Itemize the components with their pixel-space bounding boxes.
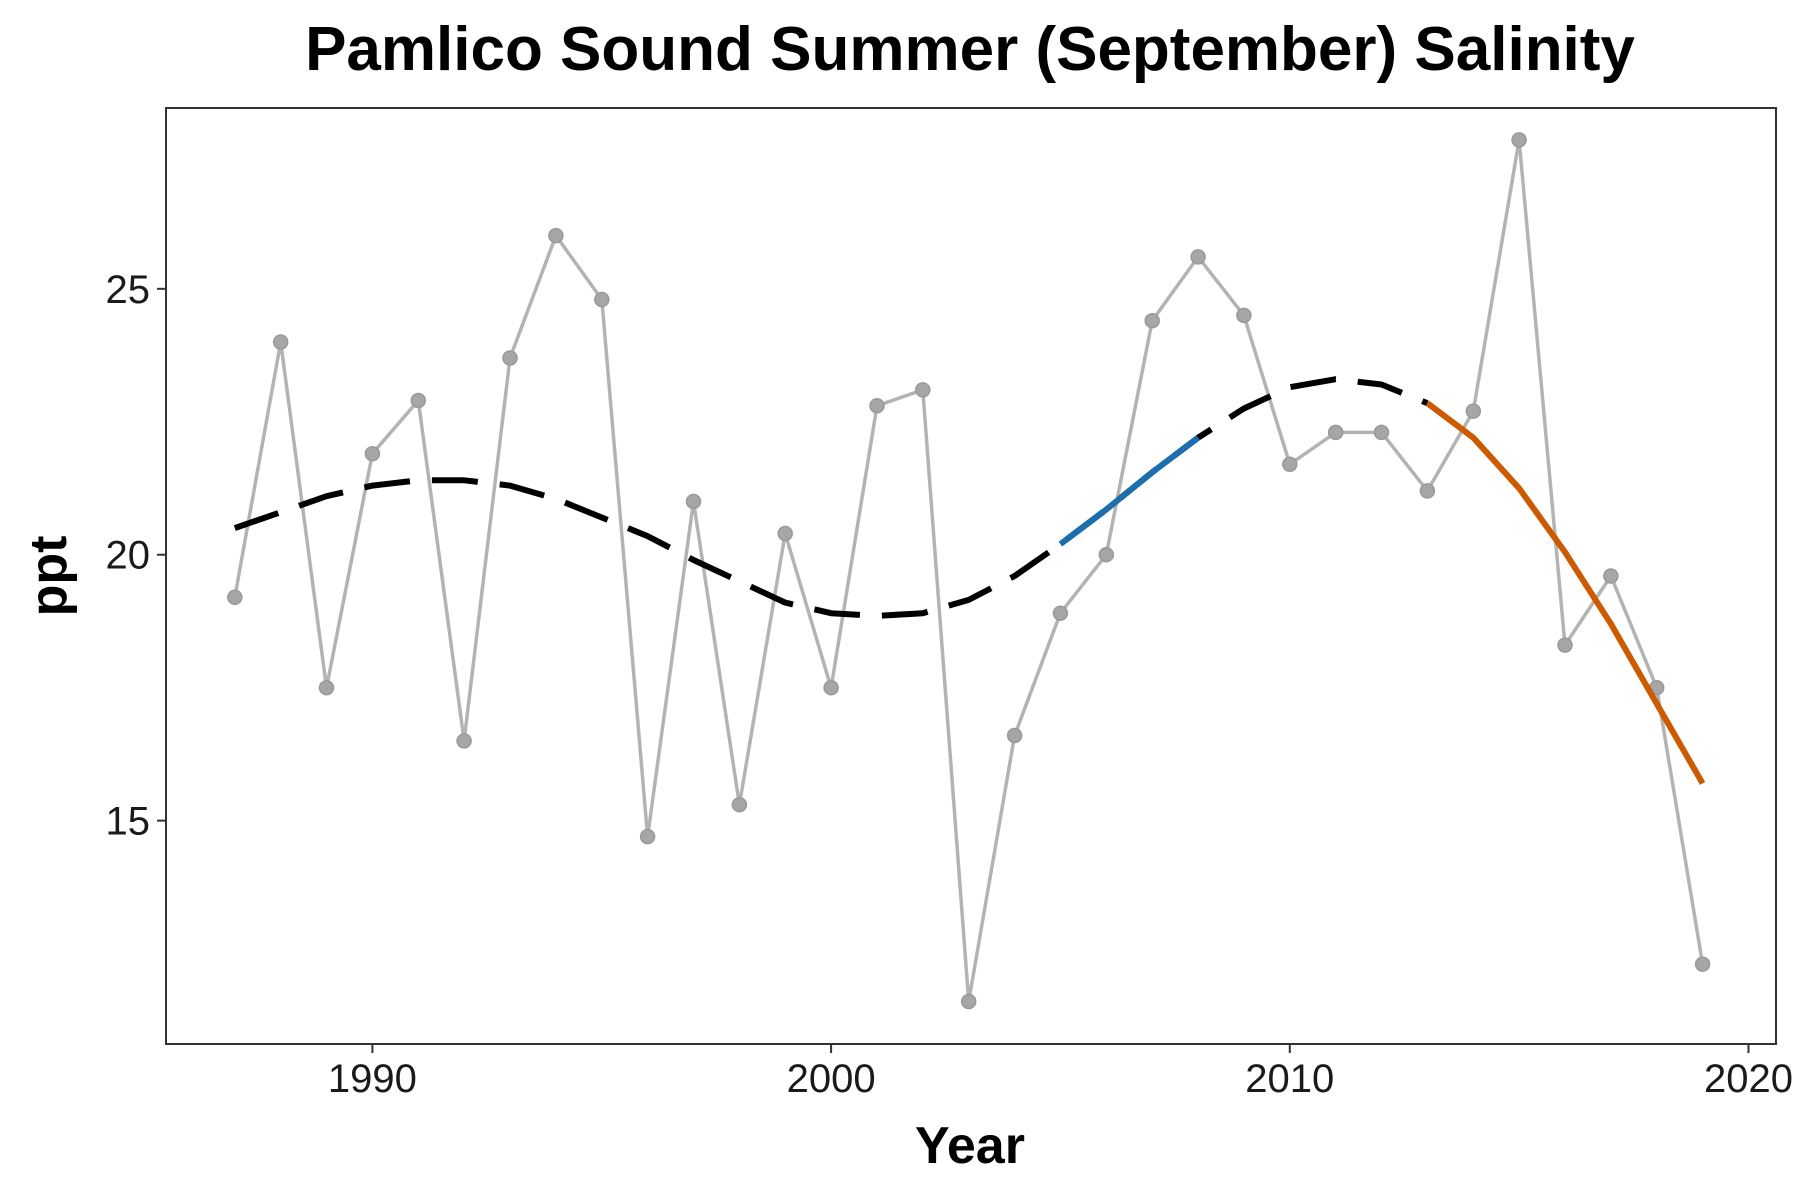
data-point-1994 <box>548 227 564 244</box>
data-point-2017 <box>1603 568 1619 584</box>
data-point-2012 <box>1373 424 1390 441</box>
data-point-2003 <box>960 993 977 1010</box>
chart-title: Pamlico Sound Summer (September) Salinit… <box>305 15 1635 84</box>
data-point-2011 <box>1327 424 1344 441</box>
x-tick-label-2010: 2010 <box>1245 1057 1334 1101</box>
x-axis: 1990 2000 2010 2020 <box>328 1044 1793 1101</box>
data-point-2004 <box>1006 727 1023 744</box>
data-point-1995 <box>594 291 610 308</box>
series-line-increasing <box>1058 435 1200 547</box>
x-tick-label-1990: 1990 <box>328 1057 417 1101</box>
data-point-1987 <box>227 589 243 606</box>
y-tick-label-15: 15 <box>106 800 151 844</box>
data-point-2000 <box>823 679 839 696</box>
data-point-2016 <box>1557 637 1573 653</box>
data-point-1991 <box>410 392 427 409</box>
data-point-1992 <box>456 733 472 749</box>
data-point-2019 <box>1694 956 1711 972</box>
data-point-2002 <box>915 382 931 398</box>
series-layer <box>227 132 1711 1010</box>
data-point-1988 <box>272 334 289 350</box>
data-point-1990 <box>364 445 381 462</box>
x-tick-label-2020: 2020 <box>1704 1057 1793 1101</box>
series-line-trend-dashed <box>233 376 1429 619</box>
y-axis: 15 20 25 <box>106 268 166 844</box>
data-point-2008 <box>1190 249 1206 265</box>
data-point-1989 <box>318 679 335 696</box>
series-line-decreasing <box>1425 400 1706 785</box>
data-point-2006 <box>1098 546 1115 563</box>
y-axis-label: ppt <box>20 536 78 617</box>
data-point-2009 <box>1236 307 1252 324</box>
data-point-2010 <box>1282 456 1298 473</box>
data-point-2014 <box>1465 403 1482 419</box>
data-point-1999 <box>777 525 793 542</box>
data-point-1996 <box>639 828 656 845</box>
plot-frame <box>165 107 1777 1045</box>
data-point-2001 <box>869 398 885 414</box>
data-point-1997 <box>685 493 702 510</box>
series-line-observed <box>233 138 1705 1004</box>
data-point-1998 <box>731 796 748 813</box>
x-tick-label-2000: 2000 <box>787 1057 876 1101</box>
data-point-1993 <box>502 350 518 366</box>
data-point-2015 <box>1511 132 1527 148</box>
data-point-2013 <box>1419 483 1436 499</box>
x-axis-label: Year <box>915 1117 1025 1175</box>
data-point-2007 <box>1144 312 1160 329</box>
data-point-2005 <box>1052 605 1069 621</box>
y-tick-label-20: 20 <box>106 534 151 578</box>
y-tick-label-25: 25 <box>106 268 151 312</box>
